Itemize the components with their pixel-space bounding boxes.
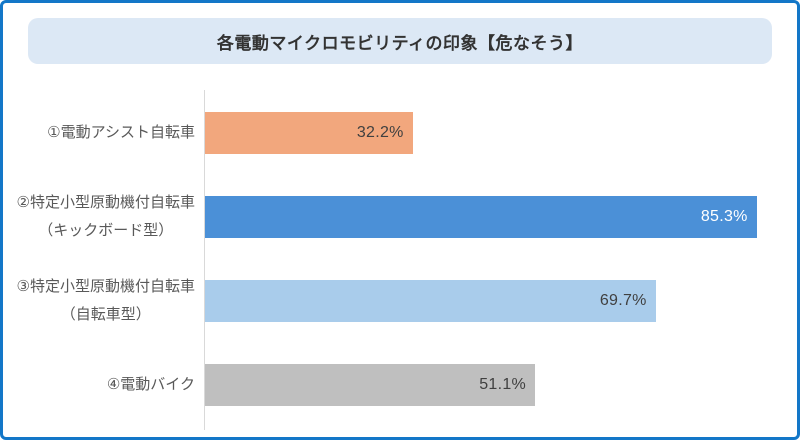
- bar-bicycle-type: 69.7%: [204, 280, 656, 322]
- bar-value-label: 85.3%: [700, 208, 748, 225]
- category-label: ③特定小型原動機付自転車 （自転車型）: [16, 277, 195, 324]
- bar-value-label: 32.2%: [356, 124, 404, 141]
- bar-track: 85.3%: [204, 175, 797, 259]
- bar-track: 69.7%: [204, 259, 797, 343]
- chart-row: ②特定小型原動機付自転車 （キックボード型） 85.3%: [3, 175, 797, 259]
- category-label: ④電動バイク: [106, 375, 195, 393]
- category-label-cell: ①電動アシスト自転車: [3, 91, 204, 175]
- chart-title-box: 各電動マイクロモビリティの印象【危なそう】: [28, 18, 772, 64]
- bar-value-label: 51.1%: [479, 376, 527, 393]
- y-axis-line: [204, 90, 205, 430]
- bar-electric-assist-bicycle: 32.2%: [204, 112, 413, 154]
- bar-track: 51.1%: [204, 343, 797, 427]
- bar-kickboard-type: 85.3%: [204, 196, 757, 238]
- chart-title: 各電動マイクロモビリティの印象【危なそう】: [216, 33, 584, 53]
- category-label-cell: ③特定小型原動機付自転車 （自転車型）: [3, 259, 204, 343]
- bar-electric-motorcycle: 51.1%: [204, 364, 536, 406]
- chart-row: ④電動バイク 51.1%: [3, 343, 797, 427]
- category-label: ②特定小型原動機付自転車 （キックボード型）: [16, 193, 195, 240]
- category-label-cell: ④電動バイク: [3, 343, 204, 427]
- bar-track: 32.2%: [204, 91, 797, 175]
- bar-value-label: 69.7%: [599, 292, 647, 309]
- chart-row: ①電動アシスト自転車 32.2%: [3, 91, 797, 175]
- category-label-cell: ②特定小型原動機付自転車 （キックボード型）: [3, 175, 204, 259]
- bar-chart: ①電動アシスト自転車 32.2% ②特定小型原動機付自転車 （キックボード型） …: [3, 91, 797, 427]
- category-label: ①電動アシスト自転車: [47, 123, 195, 141]
- chart-row: ③特定小型原動機付自転車 （自転車型） 69.7%: [3, 259, 797, 343]
